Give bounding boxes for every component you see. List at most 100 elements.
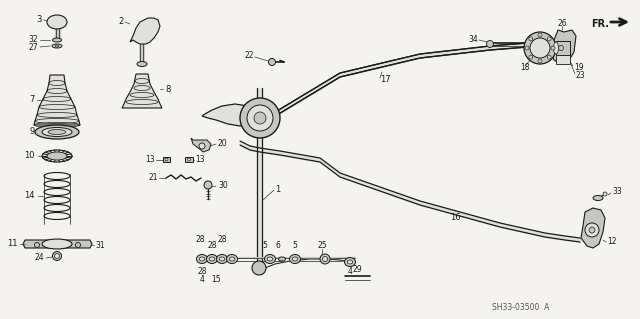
Ellipse shape [199, 257, 205, 261]
Circle shape [547, 37, 551, 41]
Circle shape [320, 254, 330, 264]
Circle shape [252, 261, 266, 275]
Polygon shape [23, 240, 92, 248]
Circle shape [603, 192, 607, 196]
Text: 20: 20 [218, 138, 228, 147]
Ellipse shape [344, 257, 355, 266]
Circle shape [165, 158, 168, 161]
Text: 2: 2 [119, 18, 124, 26]
Text: 22: 22 [244, 51, 254, 61]
Text: 7: 7 [29, 95, 35, 105]
Text: 4: 4 [348, 268, 353, 277]
Circle shape [559, 46, 563, 50]
Ellipse shape [207, 255, 218, 263]
Polygon shape [202, 104, 272, 128]
Circle shape [486, 41, 493, 48]
Circle shape [585, 223, 599, 237]
Ellipse shape [227, 255, 237, 263]
Text: 10: 10 [24, 152, 35, 160]
Circle shape [529, 55, 533, 59]
Bar [185, 157, 193, 162]
Text: 26: 26 [557, 19, 567, 28]
Circle shape [199, 143, 205, 149]
Ellipse shape [42, 239, 72, 249]
Text: 23: 23 [576, 70, 586, 79]
Circle shape [254, 112, 266, 124]
Circle shape [529, 37, 533, 41]
Ellipse shape [47, 152, 67, 160]
Ellipse shape [554, 42, 559, 54]
Ellipse shape [42, 128, 72, 137]
Text: 21: 21 [148, 174, 158, 182]
Ellipse shape [216, 255, 227, 263]
Text: 19: 19 [574, 63, 584, 72]
Text: 28: 28 [207, 241, 217, 250]
Ellipse shape [348, 260, 353, 264]
Polygon shape [130, 18, 160, 44]
Bar [556, 41, 570, 55]
Circle shape [204, 181, 212, 189]
Ellipse shape [137, 62, 147, 66]
Text: 25: 25 [317, 241, 327, 250]
Ellipse shape [209, 257, 215, 261]
Circle shape [530, 38, 550, 58]
Ellipse shape [292, 257, 298, 261]
Circle shape [551, 46, 555, 50]
Text: 8: 8 [165, 85, 170, 93]
Text: 28: 28 [217, 235, 227, 244]
Text: 13: 13 [195, 155, 205, 164]
Circle shape [547, 55, 551, 59]
Text: 27: 27 [28, 42, 38, 51]
Circle shape [538, 59, 542, 63]
Text: 24: 24 [35, 254, 44, 263]
Text: 16: 16 [450, 213, 461, 222]
Circle shape [240, 98, 280, 138]
Text: 3: 3 [36, 14, 42, 24]
Ellipse shape [264, 255, 275, 263]
Circle shape [589, 227, 595, 233]
Circle shape [524, 32, 556, 64]
Ellipse shape [55, 45, 59, 47]
Polygon shape [122, 74, 162, 108]
Ellipse shape [35, 125, 79, 139]
Text: 17: 17 [380, 76, 390, 85]
Text: 11: 11 [8, 240, 18, 249]
Ellipse shape [52, 38, 61, 42]
Text: 15: 15 [211, 276, 221, 285]
Polygon shape [581, 208, 605, 248]
Polygon shape [550, 30, 576, 64]
Circle shape [525, 46, 529, 50]
Polygon shape [556, 55, 570, 64]
Ellipse shape [42, 150, 72, 162]
Circle shape [323, 256, 328, 262]
Text: 6: 6 [276, 241, 280, 250]
Text: 33: 33 [612, 188, 621, 197]
Circle shape [555, 42, 567, 54]
Circle shape [247, 105, 273, 131]
Text: SH33-03500  A: SH33-03500 A [492, 303, 549, 313]
Text: 32: 32 [28, 35, 38, 44]
Text: 12: 12 [607, 238, 616, 247]
Text: 14: 14 [24, 191, 35, 201]
Ellipse shape [220, 257, 225, 261]
Text: 1: 1 [275, 186, 280, 195]
Circle shape [76, 242, 81, 248]
Text: FR.: FR. [591, 19, 609, 29]
Polygon shape [191, 138, 211, 152]
Ellipse shape [268, 257, 273, 261]
Ellipse shape [47, 15, 67, 29]
Ellipse shape [52, 44, 62, 48]
Circle shape [54, 254, 60, 258]
Text: 34: 34 [468, 35, 478, 44]
Circle shape [52, 251, 61, 261]
Text: 9: 9 [29, 128, 35, 137]
Ellipse shape [278, 257, 285, 261]
Text: 28: 28 [197, 268, 207, 277]
Circle shape [188, 158, 191, 161]
Text: 5: 5 [262, 241, 268, 250]
Polygon shape [34, 75, 80, 125]
Circle shape [269, 58, 275, 65]
Text: 5: 5 [292, 241, 298, 250]
Text: 31: 31 [95, 241, 104, 249]
Text: 13: 13 [145, 155, 155, 164]
